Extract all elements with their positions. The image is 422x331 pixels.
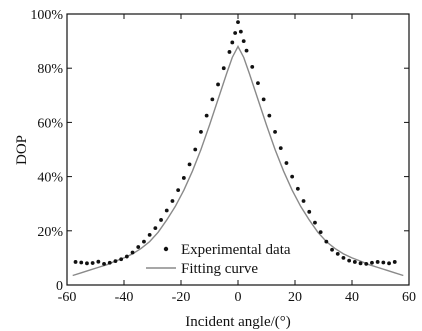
data-point [102,261,106,266]
data-point [142,239,146,244]
data-point [227,50,232,54]
data-point [250,64,255,69]
data-point [136,245,141,249]
legend: Experimental data Fitting curve [146,242,291,277]
data-point [236,20,240,25]
data-point [164,208,169,213]
data-point [267,113,272,118]
data-point [85,261,89,266]
data-point [370,260,374,265]
fitting-curve-layer [72,45,404,277]
data-point [318,230,323,235]
data-point [392,260,397,264]
data-point [295,186,300,191]
data-point [90,261,95,265]
x-tick-label: 20 [288,290,302,305]
data-point [256,81,260,85]
data-point [381,260,386,265]
data-point [290,174,295,179]
fitting-curve-line [72,45,404,277]
data-point [79,260,84,265]
data-point [324,239,329,244]
data-point [210,97,215,102]
data-point [233,31,238,35]
x-tick-label: -60 [58,290,77,305]
data-point [159,218,163,222]
y-tick-label: 80% [37,62,63,77]
data-point [241,39,246,43]
legend-data-marker [163,246,169,252]
data-point [307,209,312,214]
data-point [147,232,152,237]
y-tick-label: 0 [56,279,63,294]
x-axis-ticks: -60 -40 -20 0 20 40 60 [58,14,416,305]
data-point [387,261,391,266]
data-point [278,146,283,151]
data-point [119,257,124,262]
data-point [193,147,198,152]
data-point [204,113,209,118]
data-point [375,260,380,264]
y-tick-label: 20% [37,225,63,240]
y-tick-label: 60% [37,116,63,131]
data-point [284,161,289,165]
data-point [124,254,129,259]
data-point [181,176,186,180]
data-point [352,260,357,264]
data-point [176,188,181,193]
data-point [358,261,363,266]
data-point [230,40,235,45]
x-tick-label: 60 [402,290,416,305]
data-point [170,199,175,203]
data-point [238,29,243,34]
data-point [244,48,249,53]
data-point [347,258,352,263]
x-tick-label: -40 [115,290,134,305]
data-point [153,226,158,230]
data-point [341,256,346,260]
x-axis-label: Incident angle/(°) [185,314,291,330]
data-point [221,66,226,71]
data-point [364,261,369,266]
data-point [261,97,266,102]
data-point [330,247,334,252]
x-tick-label: -20 [172,290,191,305]
data-point [216,82,220,87]
data-point [335,251,340,256]
legend-label-experimental: Experimental data [181,242,291,258]
data-point [187,162,192,167]
experimental-data-layer [73,20,397,266]
data-point [130,250,135,255]
data-point [96,259,101,264]
data-point [273,129,277,134]
x-tick-label: 40 [345,290,359,305]
data-point [73,260,78,264]
data-point [113,259,118,264]
x-tick-label: 0 [235,290,242,305]
y-axis-label: DOP [14,135,30,165]
data-point [199,129,203,134]
y-axis-ticks: 0 20% 40% 60% 80% 100% [30,8,409,294]
data-point [313,220,317,225]
legend-label-fitting: Fitting curve [181,261,258,277]
data-point [107,260,112,265]
y-tick-label: 100% [30,8,63,23]
y-tick-label: 40% [37,171,63,186]
data-point [301,199,306,203]
